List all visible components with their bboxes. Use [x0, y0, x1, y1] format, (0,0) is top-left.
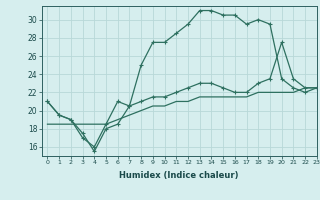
X-axis label: Humidex (Indice chaleur): Humidex (Indice chaleur): [119, 171, 239, 180]
